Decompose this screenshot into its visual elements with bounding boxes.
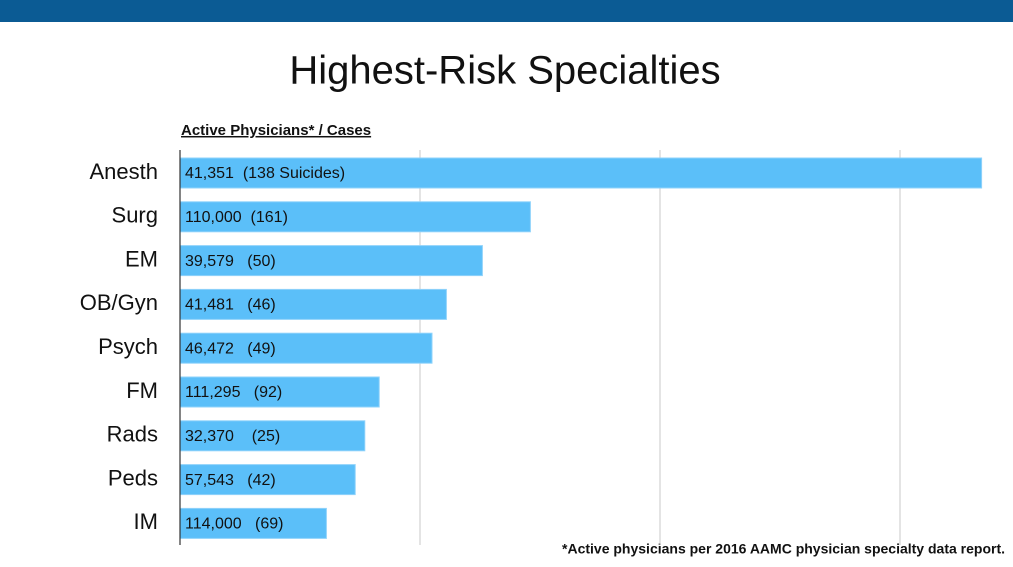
bar-annotation: 32,370 (25) [185,428,280,445]
y-tick-label: FM [126,378,158,403]
y-tick-label: IM [134,509,158,534]
footnote: *Active physicians per 2016 AAMC physici… [562,541,1005,557]
y-tick-label: Psych [98,334,158,359]
subtitle: Active Physicians* / Cases [181,122,371,139]
bar [179,245,483,277]
bar [179,332,433,364]
y-tick-label: Peds [108,465,158,490]
chart-title: Highest-Risk Specialties [289,49,720,93]
bar-annotation: 57,543 (42) [185,472,276,489]
y-tick-label: Anesth [90,159,159,184]
bar-annotation: 110,000 (161) [185,209,288,226]
bar [179,288,447,320]
bar [179,201,531,233]
bar-annotation: 46,472 (49) [185,340,276,357]
bar [179,420,366,452]
bar [179,157,983,189]
top-band [0,0,1013,22]
bar-annotation: 114,000 (69) [185,516,283,533]
bar-annotation: 41,351 (138 Suicides) [185,165,345,182]
y-tick-label: Rads [107,422,158,447]
y-tick-label: OB/Gyn [80,290,158,315]
y-tick-label: Surg [112,203,158,228]
bar-annotation: 41,481 (46) [185,297,276,314]
bar [179,376,380,408]
bar-annotation: 39,579 (50) [185,253,276,270]
bar-annotation: 111,295 (92) [185,384,282,401]
y-tick-label: EM [125,246,158,271]
